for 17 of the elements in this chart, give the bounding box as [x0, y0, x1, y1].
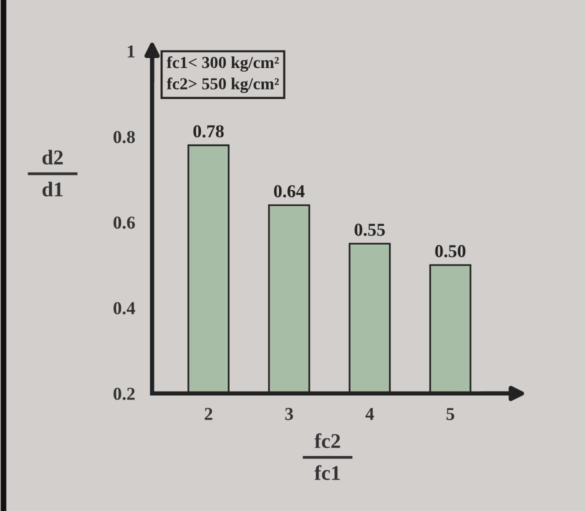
x-tick-label: 4: [365, 408, 374, 420]
data-label: 0.50: [435, 245, 466, 258]
x-axis-title: fc2 fc1: [314, 433, 340, 480]
y-tick-label: 0.6: [114, 216, 135, 229]
y-axis-title: d2 d1: [42, 150, 63, 196]
annotation: fc2> 550 kg/cm²: [166, 78, 279, 93]
x-tick-label: 3: [285, 408, 294, 420]
y-tick-label: 0.4: [114, 302, 136, 314]
x-tick-label: 5: [446, 408, 454, 420]
y-tick-label: 0.2: [114, 388, 135, 400]
annotation: fc1< 300 kg/cm²: [166, 56, 279, 72]
x-tick-label: 2: [204, 408, 212, 420]
y-tick-label: 0.8: [114, 130, 135, 144]
data-label: 0.78: [193, 125, 224, 138]
data-label: 0.55: [354, 224, 385, 236]
data-label: 0.64: [274, 185, 305, 198]
y-tick-label: 1: [128, 45, 134, 58]
